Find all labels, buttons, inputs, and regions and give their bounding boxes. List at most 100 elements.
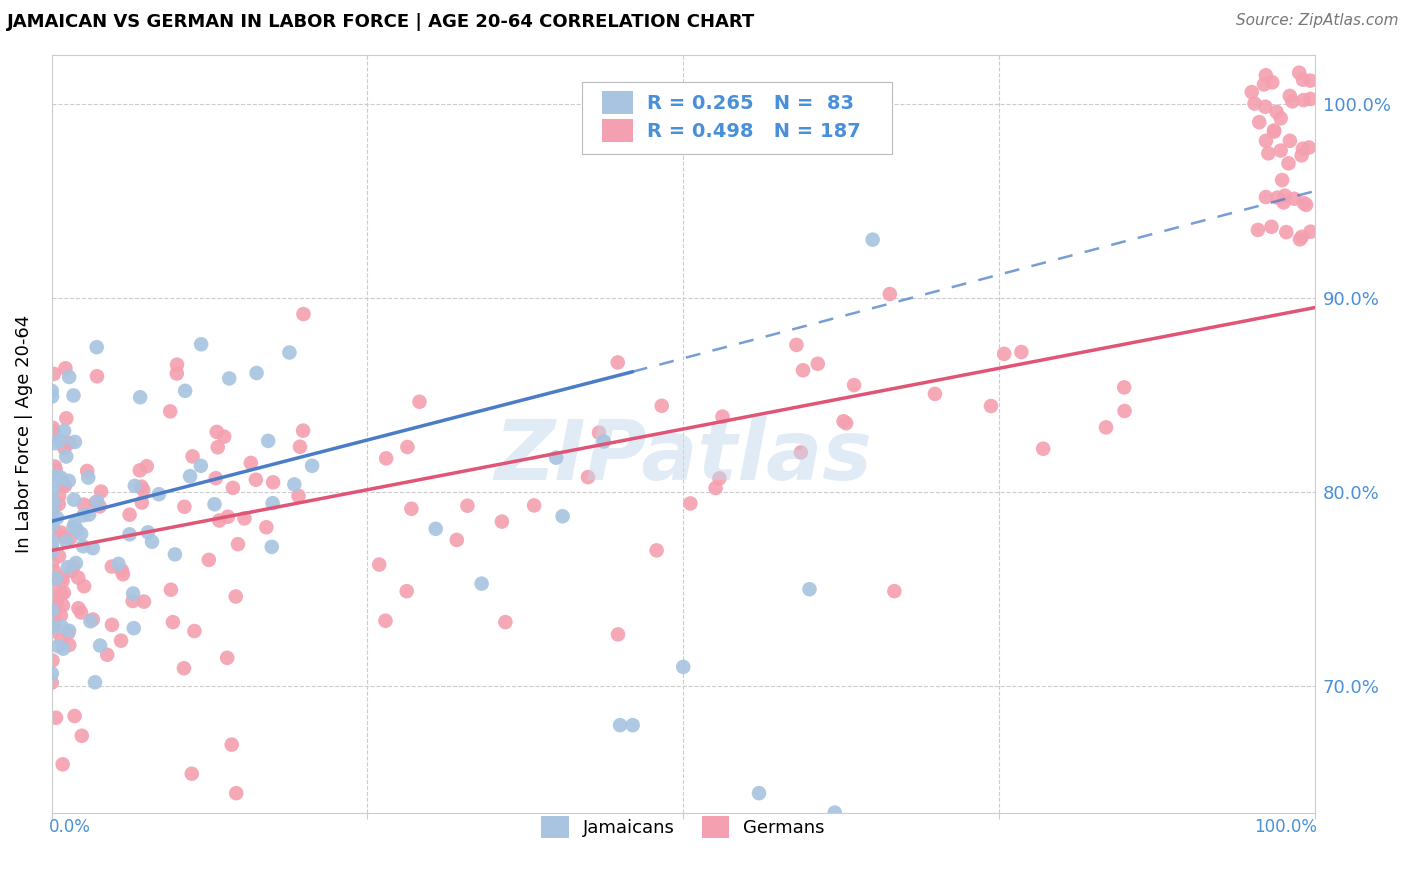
- Point: [1247, 223, 1270, 237]
- Point: [262, 496, 284, 510]
- Point: [792, 363, 814, 377]
- Point: [799, 582, 821, 597]
- Point: [288, 440, 311, 454]
- Point: [55, 534, 77, 549]
- Point: [49, 471, 72, 485]
- Point: [101, 559, 124, 574]
- Point: [1292, 93, 1315, 107]
- Point: [52, 757, 75, 772]
- Point: [606, 355, 628, 369]
- Point: [110, 633, 132, 648]
- Point: [278, 345, 301, 359]
- Point: [292, 424, 315, 438]
- Point: [1095, 420, 1118, 434]
- Point: [287, 489, 309, 503]
- Point: [41, 533, 63, 548]
- Point: [1260, 219, 1282, 234]
- Point: [62, 388, 84, 402]
- Point: [90, 484, 112, 499]
- FancyBboxPatch shape: [602, 91, 633, 114]
- Point: [257, 434, 280, 448]
- Point: [42, 425, 65, 439]
- Point: [679, 496, 702, 510]
- Point: [160, 582, 183, 597]
- Point: [1263, 123, 1285, 137]
- Point: [44, 617, 66, 632]
- Text: ZIPatlas: ZIPatlas: [495, 416, 872, 497]
- Point: [62, 520, 84, 534]
- Point: [1270, 112, 1292, 126]
- Point: [245, 366, 267, 380]
- Point: [63, 434, 86, 449]
- Point: [1291, 229, 1313, 244]
- Point: [1281, 95, 1303, 109]
- Text: R = 0.498   N = 187: R = 0.498 N = 187: [647, 122, 860, 141]
- Text: 100.0%: 100.0%: [1254, 818, 1317, 837]
- Point: [1275, 225, 1298, 239]
- Point: [84, 675, 107, 690]
- Point: [41, 620, 63, 634]
- Point: [49, 525, 72, 540]
- Point: [46, 511, 69, 525]
- Point: [1254, 134, 1277, 148]
- Point: [121, 594, 143, 608]
- Point: [44, 571, 66, 585]
- Point: [1254, 190, 1277, 204]
- Point: [173, 661, 195, 675]
- Point: [53, 424, 76, 438]
- Point: [588, 425, 610, 440]
- Point: [79, 614, 101, 628]
- Point: [212, 430, 235, 444]
- Point: [45, 711, 67, 725]
- Point: [1299, 225, 1322, 239]
- Point: [51, 574, 73, 589]
- Point: [82, 541, 104, 556]
- Text: JAMAICAN VS GERMAN IN LABOR FORCE | AGE 20-64 CORRELATION CHART: JAMAICAN VS GERMAN IN LABOR FORCE | AGE …: [7, 13, 755, 31]
- Point: [67, 601, 90, 615]
- Point: [55, 450, 77, 464]
- Point: [1257, 146, 1279, 161]
- Point: [53, 477, 76, 491]
- Point: [41, 603, 63, 617]
- Point: [58, 624, 80, 638]
- Point: [44, 564, 66, 578]
- Point: [101, 617, 124, 632]
- Point: [122, 621, 145, 635]
- Point: [471, 576, 494, 591]
- Point: [55, 361, 77, 376]
- Point: [842, 378, 865, 392]
- Point: [111, 564, 134, 578]
- Point: [174, 384, 197, 398]
- Point: [63, 517, 86, 532]
- Point: [42, 599, 65, 614]
- Point: [58, 370, 80, 384]
- Point: [141, 534, 163, 549]
- Point: [53, 479, 76, 493]
- Text: Source: ZipAtlas.com: Source: ZipAtlas.com: [1236, 13, 1399, 29]
- Point: [1278, 134, 1301, 148]
- Point: [136, 525, 159, 540]
- Point: [1265, 105, 1288, 120]
- Point: [609, 718, 631, 732]
- Point: [748, 786, 770, 800]
- Point: [70, 606, 93, 620]
- Point: [374, 614, 396, 628]
- Point: [65, 556, 87, 570]
- Point: [86, 369, 108, 384]
- Point: [260, 540, 283, 554]
- Point: [190, 337, 212, 351]
- Point: [1284, 192, 1306, 206]
- Point: [1292, 142, 1315, 156]
- Point: [41, 606, 63, 620]
- Point: [1267, 191, 1289, 205]
- Point: [375, 451, 398, 466]
- Point: [42, 367, 65, 381]
- Point: [118, 508, 141, 522]
- Point: [41, 590, 63, 604]
- Point: [1240, 85, 1263, 99]
- Point: [129, 390, 152, 404]
- Point: [1254, 68, 1277, 82]
- Point: [704, 481, 727, 495]
- Point: [1114, 404, 1136, 418]
- Point: [131, 495, 153, 509]
